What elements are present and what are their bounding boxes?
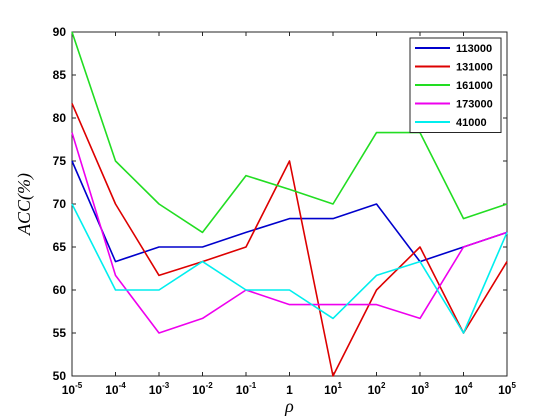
y-tick-label: 90 xyxy=(53,25,67,39)
x-tick-label: 101 xyxy=(324,381,342,397)
x-tick-label: 10-5 xyxy=(62,381,83,397)
legend-label: 161000 xyxy=(456,80,493,92)
y-tick-label: 60 xyxy=(53,283,67,297)
y-tick-label: 50 xyxy=(53,369,67,383)
x-axis: 10-5 10-4 10-3 10-2 10-1 1 101 102 103 104 105 xyxy=(62,32,516,397)
x-axis-label: ρ xyxy=(284,396,294,416)
x-tick-label: 10-4 xyxy=(105,381,126,397)
x-tick-label: 103 xyxy=(411,381,429,397)
y-tick-label: 80 xyxy=(53,111,67,125)
x-tick-label: 1 xyxy=(286,383,293,397)
y-axis-label: ACC(%) xyxy=(14,173,35,236)
series-line-173000 xyxy=(71,132,508,334)
series-lines xyxy=(71,31,508,377)
legend: 113000 131000 161000 173000 41000 xyxy=(409,37,502,133)
y-tick-label: 75 xyxy=(53,154,67,168)
y-tick-label: 65 xyxy=(53,240,67,254)
x-tick-label: 104 xyxy=(455,381,473,397)
x-tick-label: 105 xyxy=(498,381,516,397)
y-tick-label: 70 xyxy=(53,197,67,211)
series-line-131000 xyxy=(71,103,508,377)
legend-label: 41000 xyxy=(456,117,487,129)
legend-label: 113000 xyxy=(456,43,492,55)
y-tick-label: 55 xyxy=(53,326,67,340)
x-tick-label: 10-3 xyxy=(149,381,170,397)
series-line-161000 xyxy=(71,31,508,234)
x-tick-label: 10-1 xyxy=(236,381,257,397)
legend-label: 131000 xyxy=(456,62,493,74)
x-tick-label: 102 xyxy=(368,381,386,397)
y-tick-label: 85 xyxy=(53,68,67,82)
x-tick-label: 10-2 xyxy=(192,381,213,397)
legend-label: 173000 xyxy=(456,99,493,111)
series-line-41000 xyxy=(71,203,508,334)
